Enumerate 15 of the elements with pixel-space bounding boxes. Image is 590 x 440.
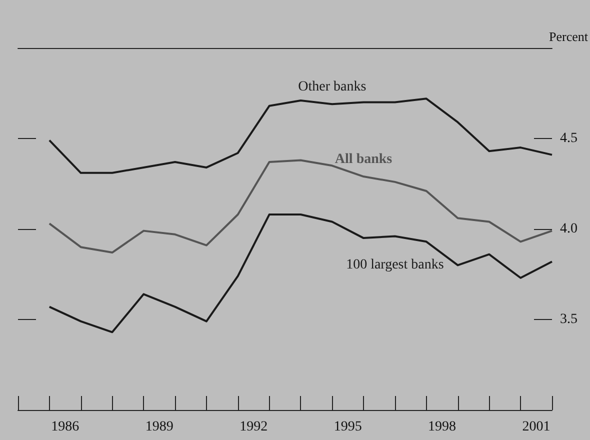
x-tick-label: 1992: [240, 420, 268, 434]
series-label: Other banks: [298, 80, 366, 95]
series-label: All banks: [334, 152, 393, 168]
y-axis-title: Percent: [549, 29, 588, 44]
x-tick-label: 1998: [428, 420, 456, 434]
series-label: 100 largest banks: [346, 258, 444, 273]
y-tick-label: 3.5: [560, 312, 578, 327]
y-tick-label: 4.5: [560, 131, 578, 146]
x-tick-label: 2001: [522, 420, 550, 434]
x-tick-label: 1989: [145, 420, 174, 434]
line-series: [48, 98, 553, 174]
line-series: [48, 214, 553, 334]
y-tick-label: 4.0: [560, 222, 578, 236]
x-tick-label: 1995: [334, 420, 362, 434]
x-tick-label: 1986: [51, 420, 80, 434]
